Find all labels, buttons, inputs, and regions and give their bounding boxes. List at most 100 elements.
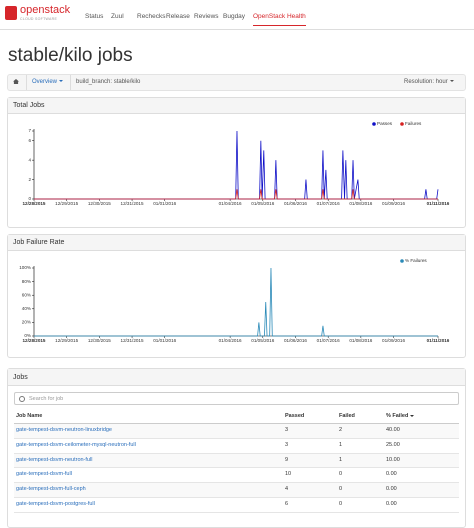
table-cell: 0 [339,486,343,493]
separator [70,75,71,90]
table-row [14,439,459,454]
job-link[interactable]: gate-tempest-dsvm-neutron-linuxbridge [16,427,112,433]
resolution-label: Resolution: hour [404,79,448,85]
x-tick-label: 01/06/2016 [284,201,307,206]
legend-label: Failures [405,121,422,126]
sort-icon [410,414,415,417]
page-title: stable/kilo jobs [8,45,133,66]
table-cell: 10 [285,471,292,478]
x-tick-label: 01/04/2016 [219,201,242,206]
legend-swatch [400,259,404,263]
table-header-rule [14,423,459,424]
nav-link[interactable]: Bugday [223,13,246,20]
table-cell: 0 [339,471,343,478]
nav-link[interactable]: Zuul [111,13,124,20]
x-tick-label: 01/05/2016 [251,338,274,343]
table-cell: 0.00 [386,501,397,507]
series-line [34,130,439,200]
failure-rate-chart: 0% 20% 40% 60% 80% 100% 12/28/2015 12/29/2015 12… [19,258,450,343]
y-tick-label: 40% [22,306,31,311]
y-tick-label: 20% [22,320,31,325]
table-cell: 2 [339,427,343,433]
y-tick-label: 7 [28,128,31,133]
x-tick-label: 12/30/2015 [88,201,111,206]
legend-label: Passes [377,121,393,126]
x-tick-label: 01/01/2016 [153,201,176,206]
resolution-dropdown[interactable]: Resolution: hour [404,79,454,85]
total-jobs-chart: 0 2 4 6 7 12/28/2015 12/29/2015 12/30/2015 12/31… [23,121,450,206]
table-cell: 25.00 [386,441,400,448]
table-cell: 6 [285,501,289,507]
home-icon[interactable] [13,79,19,84]
x-tick-label: 01/07/2016 [317,201,340,206]
job-link[interactable]: gate-tempest-dsvm-full [16,471,72,478]
x-tick-label: 12/29/2015 [55,201,78,206]
table-cell: 0 [339,501,343,507]
failure-rate-panel: Job Failure Rate 0% 20% 40% 60% 80% 100% 12/28… [7,234,466,358]
panel-heading: Jobs [8,369,465,386]
x-tick-label: 12/31/2015 [121,201,144,206]
legend-swatch [400,122,404,126]
caret [449,80,454,83]
caret [59,80,64,83]
total-jobs-panel: Total Jobs 0 2 4 6 7 12/28/2015 12/29/2015 12/3… [7,97,466,228]
x-tick-label: 01/11/2016 [427,201,450,206]
column-header[interactable]: % Failed [386,413,415,419]
navbar: openstack CLOUD SOFTWARE Status Zuul Reche… [0,0,474,30]
x-tick-label: 01/09/2016 [382,338,405,343]
table-row [14,453,459,469]
column-header[interactable]: Job Name [16,413,42,419]
breadcrumb: Overview build_branch: stable/kilo Resol… [7,74,466,91]
y-tick-label: 0% [24,333,31,338]
legend-swatch [372,122,376,126]
nav-link[interactable]: OpenStack Health [253,13,306,26]
logo-icon [5,6,17,20]
x-tick-label: 12/31/2015 [121,338,144,343]
series-line [34,267,438,337]
search-placeholder: Search for job [29,395,64,402]
column-header-label: Job Name [16,413,43,419]
x-tick-label: 01/11/2016 [427,338,450,343]
table-cell: 40.00 [386,427,400,433]
table-cell: 1 [339,456,343,463]
view-dropdown[interactable]: Overview [32,79,64,85]
x-tick-label: 01/07/2016 [317,338,340,343]
x-tick-label: 01/04/2016 [219,338,242,343]
nav-link[interactable]: Status [85,13,104,20]
search-input[interactable]: Search for job [14,392,459,405]
column-header-label: Failed [339,413,355,419]
column-header[interactable]: Failed [339,413,355,419]
column-header-label: % Failed [386,413,409,419]
x-tick-label: 01/09/2016 [382,201,405,206]
x-tick-label: 12/28/2015 [23,338,46,343]
table-row [14,424,459,439]
nav-link[interactable]: Rechecks [137,13,166,20]
y-tick-label: 4 [28,157,31,162]
table-row [14,468,459,484]
series-line [34,189,438,200]
logo-text[interactable]: openstack [20,4,71,16]
job-link[interactable]: gate-tempest-dsvm-ceilometer-mysql-neutr… [16,441,136,448]
column-header[interactable]: Passed [285,413,304,419]
x-tick-label: 12/30/2015 [88,338,111,343]
table-cell: 4 [285,486,289,493]
job-link[interactable]: gate-tempest-dsvm-postgres-full [16,501,95,507]
legend-label: % Failures [405,258,427,263]
x-tick-label: 12/28/2015 [23,201,46,206]
table-cell: 3 [285,427,289,433]
nav-link[interactable]: Release [166,13,190,20]
y-tick-label: 0 [28,196,31,201]
table-cell: 0.00 [386,486,397,493]
panel-heading: Total Jobs [8,98,465,114]
table-row [14,483,459,498]
job-link[interactable]: gate-tempest-dsvm-neutron-full [16,456,93,463]
filter-label: build_branch: stable/kilo [76,79,141,85]
nav-link[interactable]: Reviews [194,13,219,20]
x-tick-label: 01/08/2016 [349,338,372,343]
job-link[interactable]: gate-tempest-dsvm-full-ceph [16,486,86,493]
y-tick-label: 100% [19,265,31,270]
jobs-panel: Jobs Search for job Job Name Passed Failed… [7,368,466,528]
x-tick-label: 01/08/2016 [349,201,372,206]
view-label: Overview [32,79,58,85]
